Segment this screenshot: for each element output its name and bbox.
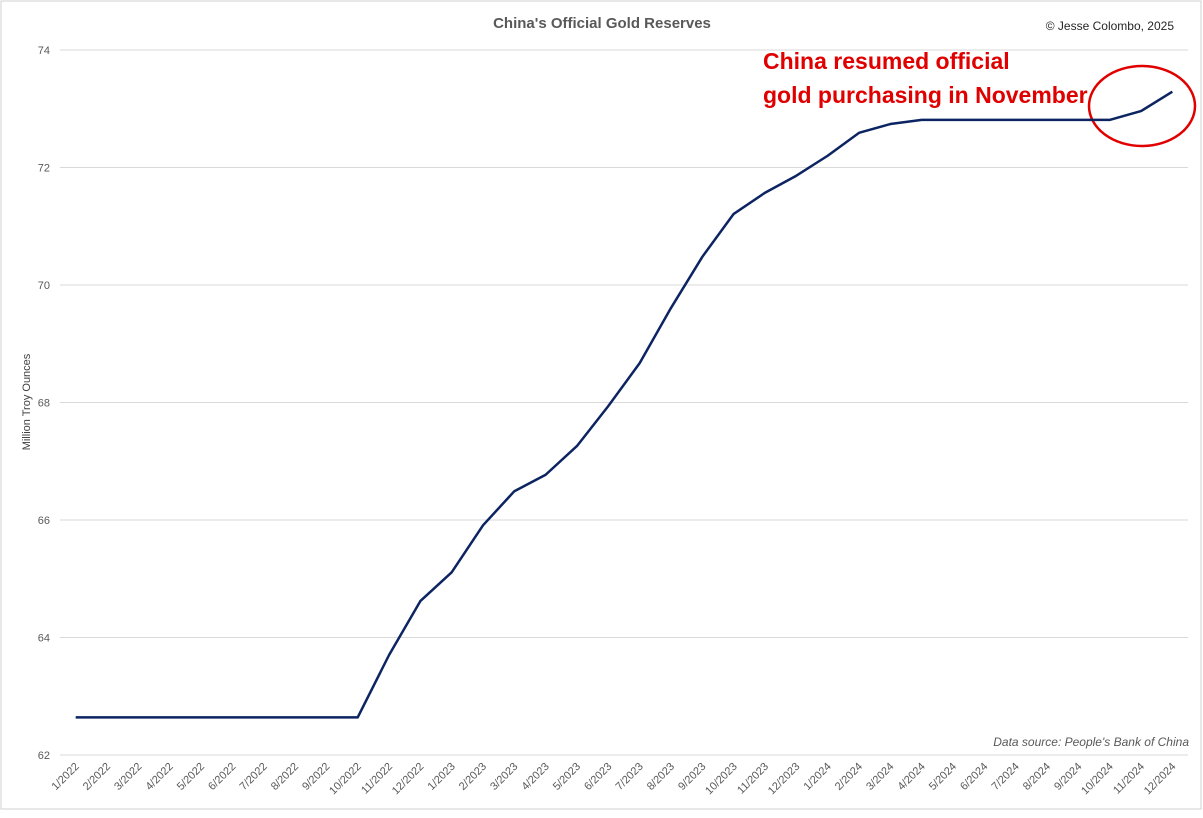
chart-title: China's Official Gold Reserves (493, 15, 711, 32)
y-tick-label: 74 (38, 45, 50, 57)
y-tick-label: 68 (38, 398, 50, 410)
data-line (75, 90, 1173, 719)
credit: © Jesse Colombo, 2025 (1046, 19, 1175, 33)
source-note: Data source: People's Bank of China (993, 735, 1189, 749)
y-tick-label: 64 (38, 633, 50, 645)
annotation: gold purchasing in November (763, 82, 1088, 108)
y-tick-label: 70 (38, 280, 50, 292)
y-tick-label: 72 (38, 163, 50, 175)
y-tick-label: 66 (38, 515, 50, 527)
annotation-circle (1087, 64, 1197, 148)
y-tick-label: 62 (38, 750, 50, 762)
y-axis-label: Million Troy Ounces (21, 353, 33, 450)
annotation: China resumed official (763, 48, 1010, 74)
